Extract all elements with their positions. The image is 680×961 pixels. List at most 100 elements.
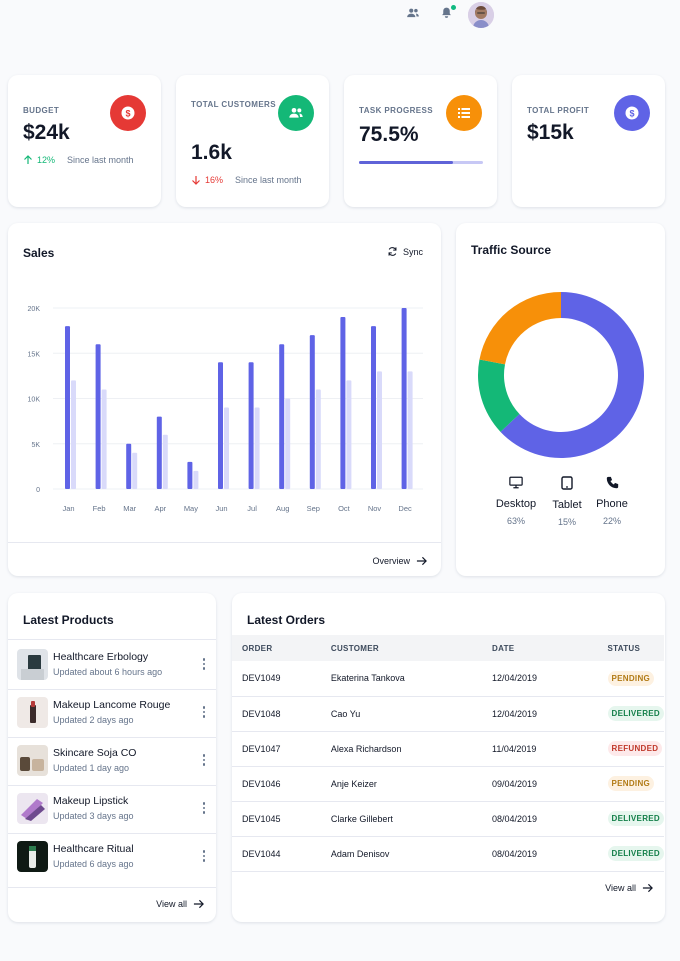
order-date: 08/04/2019 (492, 801, 608, 837)
x-tick-label: Sep (307, 504, 320, 513)
order-customer: Cao Yu (330, 696, 493, 732)
column-header-customer[interactable]: CUSTOMER (330, 635, 493, 661)
traffic-tablet-label: Tablet (552, 499, 582, 511)
arrow-up-icon (24, 155, 32, 164)
phone-icon (606, 476, 618, 489)
order-id: DEV1049 (232, 661, 331, 697)
x-tick-label: Jan (62, 504, 74, 513)
more-vertical-icon[interactable] (202, 754, 206, 768)
table-row[interactable]: DEV1045 Clarke Gillebert 08/04/2019 DELIVER… (232, 801, 664, 837)
table-row[interactable]: DEV1047 Alexa Richardson 11/04/2019 REFUNDE… (232, 731, 664, 767)
table-row[interactable]: DEV1049 Ekaterina Tankova 12/04/2019 PENDIN… (232, 661, 664, 697)
table-row[interactable]: DEV1046 Anje Keizer 09/04/2019 PENDING (232, 766, 664, 802)
product-name: Makeup Lancome Rouge (53, 699, 171, 711)
customers-card: TOTAL CUSTOMERS 1.6k 16% Since last mont… (176, 75, 329, 207)
bar (377, 371, 382, 489)
list-item[interactable]: Skincare Soja CO Updated 1 day ago (8, 737, 216, 785)
status-badge: REFUNDED (607, 741, 663, 756)
y-tick-label: 20K (28, 306, 41, 313)
view-all-orders-link[interactable]: View all (605, 883, 653, 893)
x-tick-label: Mar (123, 504, 136, 513)
status-badge: DELIVERED (607, 811, 664, 826)
product-name: Skincare Soja CO (53, 747, 137, 759)
y-tick-label: 15K (28, 351, 41, 358)
order-id: DEV1044 (232, 836, 331, 872)
column-header-order[interactable]: ORDER (232, 635, 331, 661)
more-vertical-icon[interactable] (202, 802, 206, 816)
more-vertical-icon[interactable] (202, 850, 206, 864)
bar (224, 407, 229, 489)
bell-icon[interactable] (440, 6, 456, 22)
table-row[interactable]: DEV1048 Cao Yu 12/04/2019 DELIVERED (232, 696, 664, 732)
orders-table: ORDER CUSTOMER DATE STATUS DEV1049 Ekater… (232, 635, 664, 872)
x-tick-label: May (184, 504, 198, 513)
divider (8, 833, 216, 834)
order-customer: Alexa Richardson (330, 731, 493, 767)
budget-delta: 12% Since last month (23, 155, 134, 165)
budget-label: BUDGET (23, 106, 60, 115)
divider (8, 737, 216, 738)
task-progress-fill (359, 161, 453, 164)
svg-text:$: $ (125, 109, 130, 119)
list-item[interactable]: Healthcare Ritual Updated 6 days ago (8, 833, 216, 881)
budget-delta-value: 12% (37, 155, 56, 165)
sales-title: Sales (23, 246, 55, 260)
bar (193, 470, 199, 489)
avatar[interactable] (468, 2, 494, 28)
arrow-down-icon (192, 176, 200, 185)
bar (407, 371, 413, 489)
tablet-icon (561, 476, 573, 490)
notification-dot (451, 5, 456, 10)
table-row[interactable]: DEV1044 Adam Denisov 08/04/2019 DELIVERED (232, 836, 664, 872)
traffic-desktop-value: 63% (506, 516, 525, 526)
sales-chart: 0 5K 10K 15K 20K Jan Feb Mar Apr May Jun Jul Aug Sep O… (28, 306, 423, 513)
status-badge: DELIVERED (607, 846, 664, 861)
product-updated: Updated 3 days ago (53, 811, 134, 821)
status-badge: PENDING (607, 776, 655, 791)
budget-value: $24k (23, 121, 70, 144)
product-updated: Updated 2 days ago (53, 715, 134, 725)
order-id: DEV1045 (232, 801, 331, 837)
profit-value: $15k (527, 121, 574, 144)
sync-button[interactable]: Sync (387, 246, 423, 257)
bar (401, 308, 407, 489)
divider (8, 785, 216, 786)
view-all-label: View all (605, 883, 636, 893)
traffic-source-card: Traffic Source Desktop 63% Tablet 15% Ph… (456, 223, 665, 576)
top-bar (0, 0, 680, 30)
sync-label: Sync (402, 246, 423, 257)
bar (156, 416, 162, 489)
more-vertical-icon[interactable] (202, 706, 206, 720)
status-badge: DELIVERED (607, 706, 664, 721)
product-image (17, 697, 48, 728)
more-vertical-icon[interactable] (202, 658, 206, 672)
x-tick-label: Feb (93, 504, 106, 513)
sales-card: Sales Sync 0 5K 10K 15K 20K Jan Feb Mar Apr May Ju… (8, 223, 441, 576)
view-all-label: View all (156, 899, 187, 909)
overview-label: Overview (372, 556, 410, 566)
divider (8, 887, 216, 888)
product-updated: Updated 6 days ago (53, 859, 134, 869)
column-header-status[interactable]: STATUS (607, 635, 664, 661)
task-progress-value: 75.5% (359, 123, 419, 146)
profit-card: TOTAL PROFIT $15k $ (512, 75, 665, 207)
users-icon (278, 95, 314, 131)
traffic-desktop: Desktop 63% (491, 476, 541, 526)
overview-link[interactable]: Overview (372, 556, 427, 566)
desktop-icon (509, 476, 523, 489)
money-icon: $ (110, 95, 146, 131)
donut-slice (478, 359, 520, 432)
bar (309, 335, 315, 489)
users-icon[interactable] (406, 6, 422, 22)
column-header-date[interactable]: DATE (492, 635, 608, 661)
list-item[interactable]: Makeup Lipstick Updated 3 days ago (8, 785, 216, 833)
customers-since: Since last month (235, 175, 302, 185)
latest-orders-title: Latest Orders (247, 613, 326, 627)
x-tick-label: Jun (215, 504, 227, 513)
traffic-phone-label: Phone (596, 498, 628, 510)
list-item[interactable]: Makeup Lancome Rouge Updated 2 days ago (8, 689, 216, 737)
view-all-products-link[interactable]: View all (156, 899, 204, 909)
bar (126, 443, 132, 489)
list-item[interactable]: Healthcare Erbology Updated about 6 hour… (8, 641, 216, 689)
bar (285, 398, 291, 489)
